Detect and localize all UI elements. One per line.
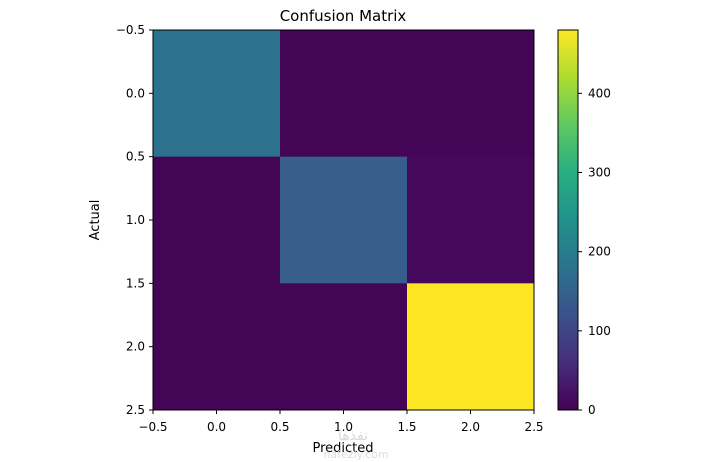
x-tick-label: 2.5: [524, 420, 543, 434]
y-axis-label: Actual: [88, 200, 103, 241]
watermark-subtext: nafezly.com: [323, 448, 388, 461]
x-axis-ticks: −0.5 0.0 0.5 1.0 1.5 2.0 2.5: [138, 410, 544, 434]
heatmap-cell-0-0: [153, 30, 281, 158]
colorbar-tick-label: 300: [588, 166, 611, 180]
colorbar-tick-label: 0: [588, 403, 596, 417]
chart-title: Confusion Matrix: [280, 7, 407, 25]
x-tick-label: 1.0: [334, 420, 353, 434]
heatmap-cell-2-1: [280, 283, 408, 411]
heatmap-cell-1-1: [280, 156, 408, 284]
y-tick-label: 2.5: [126, 403, 145, 417]
x-tick-label: 0.0: [207, 420, 226, 434]
colorbar: [557, 29, 579, 411]
heatmap-cell-2-0: [153, 283, 281, 411]
heatmap-cell-0-2: [407, 30, 535, 158]
x-axis-label: Predicted: [312, 441, 373, 456]
x-tick-label: 1.5: [397, 420, 416, 434]
heatmap-cell-1-2: [407, 156, 535, 284]
heatmap-cell-1-0: [153, 156, 281, 284]
colorbar-tick-label: 400: [588, 86, 611, 100]
y-tick-label: 1.0: [126, 213, 145, 227]
heatmap-cell-2-2: [407, 283, 535, 411]
y-tick-label: −0.5: [116, 23, 145, 37]
y-tick-label: 0.0: [126, 86, 145, 100]
x-tick-label: 0.5: [270, 420, 289, 434]
heatmap-cell-0-1: [280, 30, 408, 158]
y-tick-label: 1.5: [126, 276, 145, 290]
colorbar-ticks: 0 100 200 300 400: [578, 86, 611, 417]
colorbar-tick-label: 100: [588, 324, 611, 338]
y-axis-ticks: −0.5 0.0 0.5 1.0 1.5 2.0 2.5: [116, 23, 153, 417]
y-tick-label: 0.5: [126, 150, 145, 164]
x-tick-label: 2.0: [461, 420, 480, 434]
watermark-text: نفذها: [338, 428, 368, 444]
colorbar-tick-label: 200: [588, 245, 611, 259]
y-tick-label: 2.0: [126, 340, 145, 354]
x-tick-label: −0.5: [138, 420, 167, 434]
heatmap-cells: [153, 30, 535, 411]
